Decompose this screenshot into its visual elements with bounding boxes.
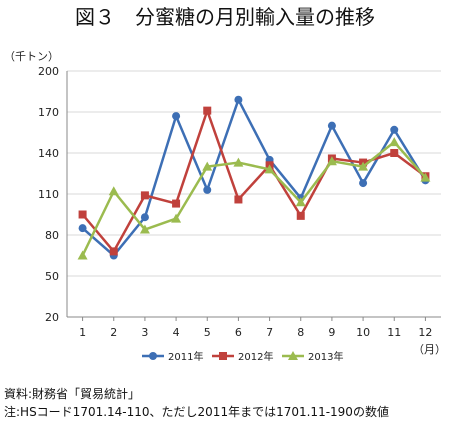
series-line <box>81 98 427 257</box>
x-tick-label: 1 <box>79 326 86 339</box>
data-point <box>420 172 431 182</box>
data-point <box>108 186 119 196</box>
data-point <box>233 157 244 167</box>
y-tick-label: 50 <box>45 270 59 283</box>
data-point <box>78 210 87 219</box>
legend-label: 2011年 <box>168 350 203 363</box>
data-point <box>109 247 118 256</box>
data-point <box>390 125 399 134</box>
x-tick-label: 5 <box>204 326 211 339</box>
legend-label: 2012年 <box>238 350 273 363</box>
legend-marker <box>219 352 227 360</box>
data-point <box>326 156 337 166</box>
x-tick-label: 11 <box>387 326 401 339</box>
data-point <box>171 213 182 223</box>
x-tick-labels: 1 2 3 4 5 6 7 8 9 10 11 12 <box>79 326 432 339</box>
data-point <box>139 224 150 234</box>
series-line <box>81 109 427 253</box>
data-point <box>327 121 336 130</box>
series-line <box>81 140 427 257</box>
x-tick-label: 2 <box>110 326 117 339</box>
y-tick-label: 200 <box>38 65 59 78</box>
data-point <box>202 161 213 171</box>
data-point <box>296 211 305 220</box>
y-tick-label: 140 <box>38 147 59 160</box>
legend-marker <box>288 351 298 360</box>
x-axis-unit: （月） <box>413 343 446 356</box>
y-tick-labels: 20 50 80 110 140 170 200 <box>38 65 59 324</box>
x-tick-label: 10 <box>356 326 370 339</box>
data-point <box>203 106 212 115</box>
axes <box>66 71 441 321</box>
data-point <box>77 250 88 260</box>
y-tick-label: 170 <box>38 106 59 119</box>
data-point <box>203 185 212 194</box>
x-tick-label: 6 <box>235 326 242 339</box>
x-tick-label: 8 <box>297 326 304 339</box>
data-point <box>264 164 275 174</box>
data-point <box>295 197 306 207</box>
data-point <box>140 213 149 222</box>
x-tick-label: 12 <box>418 326 432 339</box>
data-point <box>234 95 243 104</box>
x-tick-label: 3 <box>141 326 148 339</box>
data-point <box>140 191 149 200</box>
y-tick-label: 20 <box>45 311 59 324</box>
data-point <box>172 112 181 121</box>
x-tick-label: 9 <box>328 326 335 339</box>
data-point <box>172 199 181 208</box>
data-point <box>389 137 400 147</box>
y-axis-unit: （千トン） <box>4 50 59 63</box>
legend-label: 2013年 <box>308 350 343 363</box>
data-point <box>234 195 243 204</box>
y-tick-label: 110 <box>38 188 59 201</box>
source-note: 資料:財務省「貿易統計」 <box>4 386 140 401</box>
x-tick-label: 4 <box>173 326 180 339</box>
legend: 2011年 2012年 2013年 <box>142 350 343 363</box>
data-point <box>78 224 87 233</box>
series-layer <box>77 95 431 260</box>
series-3 <box>77 137 431 260</box>
data-point <box>390 149 399 157</box>
hs-code-note: 注:HSコード1701.14-110、ただし2011年までは1701.11-19… <box>4 404 389 419</box>
y-tick-label: 80 <box>45 229 59 242</box>
x-tick-label: 7 <box>266 326 273 339</box>
data-point <box>358 161 369 171</box>
legend-marker <box>149 352 157 360</box>
data-point <box>359 179 368 188</box>
chart-title: 図３ 分蜜糖の月別輸入量の推移 <box>75 5 375 29</box>
